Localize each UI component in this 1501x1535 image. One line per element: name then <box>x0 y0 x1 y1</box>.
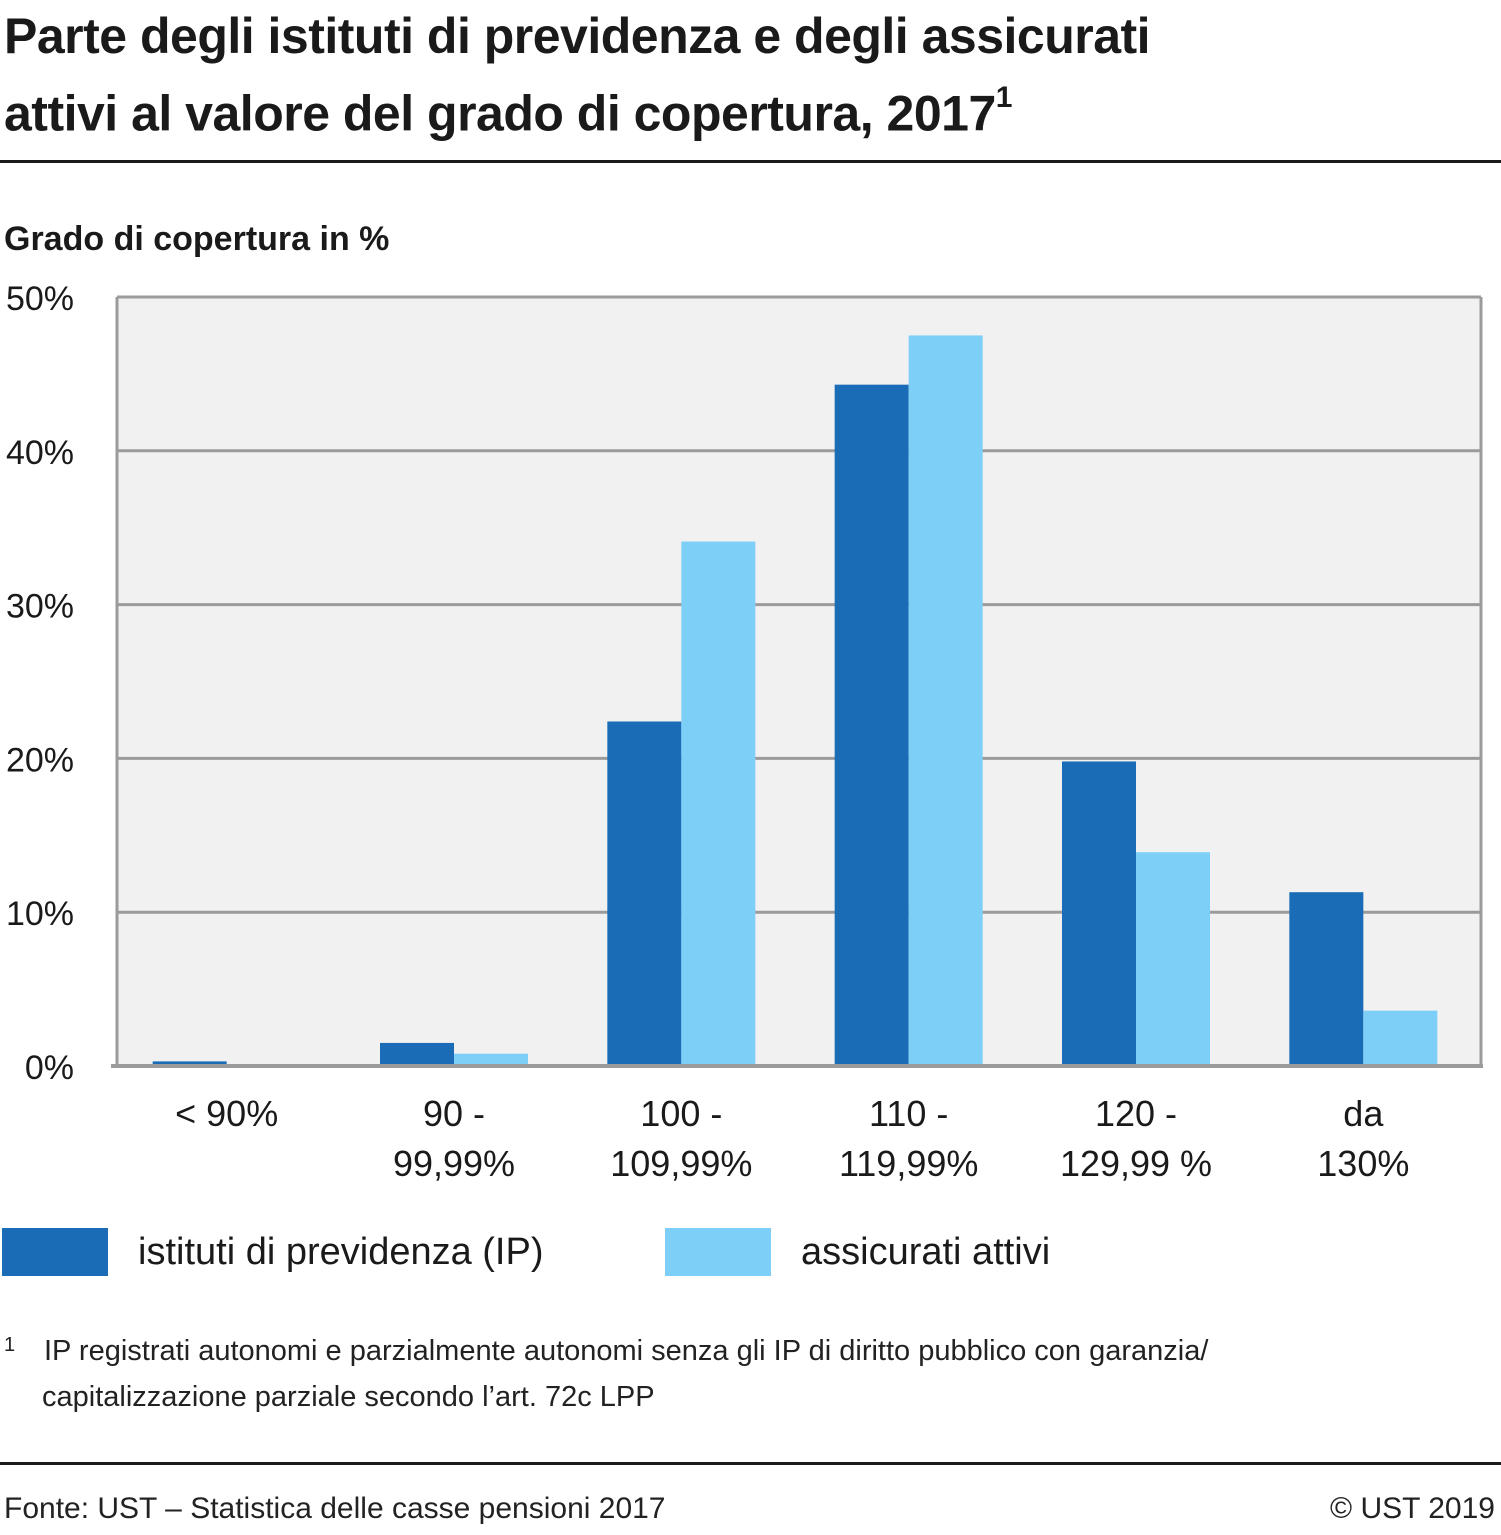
bar-chart: 0% 10% 20% 30% 40% 50% < 90% 90 - 99,99% 100 - 10… <box>6 280 1483 1184</box>
x-tick-label: da <box>1343 1093 1384 1134</box>
bar-ip <box>1289 892 1364 1066</box>
bar-ip <box>380 1042 454 1066</box>
copyright-note: © UST 2019 <box>1330 1492 1495 1525</box>
y-tick-label: 50% <box>6 280 74 318</box>
bar-attivi <box>1363 1010 1438 1066</box>
y-tick-label: 20% <box>6 741 74 779</box>
legend-swatch-ip <box>2 1228 108 1276</box>
legend-label-attivi: assicurati attivi <box>801 1230 1051 1273</box>
legend-swatch-attivi <box>665 1228 771 1276</box>
bar-attivi <box>681 541 756 1066</box>
x-tick-label: 109,99% <box>610 1143 752 1184</box>
y-tick-labels: 0% 10% 20% 30% 40% 50% <box>6 280 74 1087</box>
x-tick-label: 110 - <box>869 1093 948 1134</box>
x-tick-label: < 90% <box>175 1093 278 1134</box>
title-footnote-mark: 1 <box>995 81 1013 114</box>
x-tick-labels: < 90% 90 - 99,99% 100 - 109,99% 110 - 119,99% 1… <box>175 1093 1409 1184</box>
y-tick-label: 10% <box>6 895 74 933</box>
x-tick-label: 99,99% <box>393 1143 515 1184</box>
bars <box>152 335 1438 1066</box>
top-rule <box>0 160 1501 163</box>
legend-label-ip: istituti di previdenza (IP) <box>138 1230 544 1273</box>
legend: istituti di previdenza (IP) assicurati a… <box>0 1228 1501 1280</box>
y-tick-label: 0% <box>25 1049 74 1087</box>
x-tick-label: 120 - <box>1095 1093 1177 1134</box>
footnote-line-2: capitalizzazione parziale secondo l’art.… <box>42 1381 655 1413</box>
y-tick-label: 30% <box>6 588 74 626</box>
x-tick-label: 90 - <box>423 1093 485 1134</box>
legend-item-ip: istituti di previdenza (IP) <box>2 1228 544 1276</box>
bottom-rule <box>0 1462 1501 1465</box>
bar-ip <box>152 1061 227 1066</box>
y-tick-label: 40% <box>6 434 74 472</box>
footnote-line-1: IP registrati autonomi e parzialmente au… <box>44 1335 1209 1367</box>
chart-title-line-1: Parte degli istituti di previdenza e deg… <box>4 8 1151 64</box>
bar-attivi <box>908 335 983 1066</box>
bar-attivi <box>1136 852 1210 1066</box>
x-tick-label: 130% <box>1317 1143 1409 1184</box>
x-tick-label: 100 - <box>640 1093 722 1134</box>
y-axis-label: Grado di copertura in % <box>4 220 390 258</box>
bar-ip <box>1062 761 1136 1066</box>
bar-ip <box>834 384 909 1066</box>
axes <box>111 295 1483 1068</box>
bar-ip <box>607 721 682 1066</box>
legend-item-attivi: assicurati attivi <box>665 1228 1050 1276</box>
source-note: Fonte: UST – Statistica delle casse pens… <box>4 1492 666 1525</box>
x-tick-label: 119,99% <box>839 1143 978 1184</box>
chart-title-line-2: attivi al valore del grado di copertura,… <box>4 81 1013 142</box>
footnote-mark: 1 <box>4 1334 16 1356</box>
x-tick-label: 129,99 % <box>1060 1143 1212 1184</box>
plot-area <box>117 297 1481 1066</box>
chart-title: Parte degli istituti di previdenza e deg… <box>4 2 1464 148</box>
bar-attivi <box>454 1053 528 1066</box>
footnote: 1 IP registrati autonomi e parzialmente … <box>4 1328 1464 1420</box>
